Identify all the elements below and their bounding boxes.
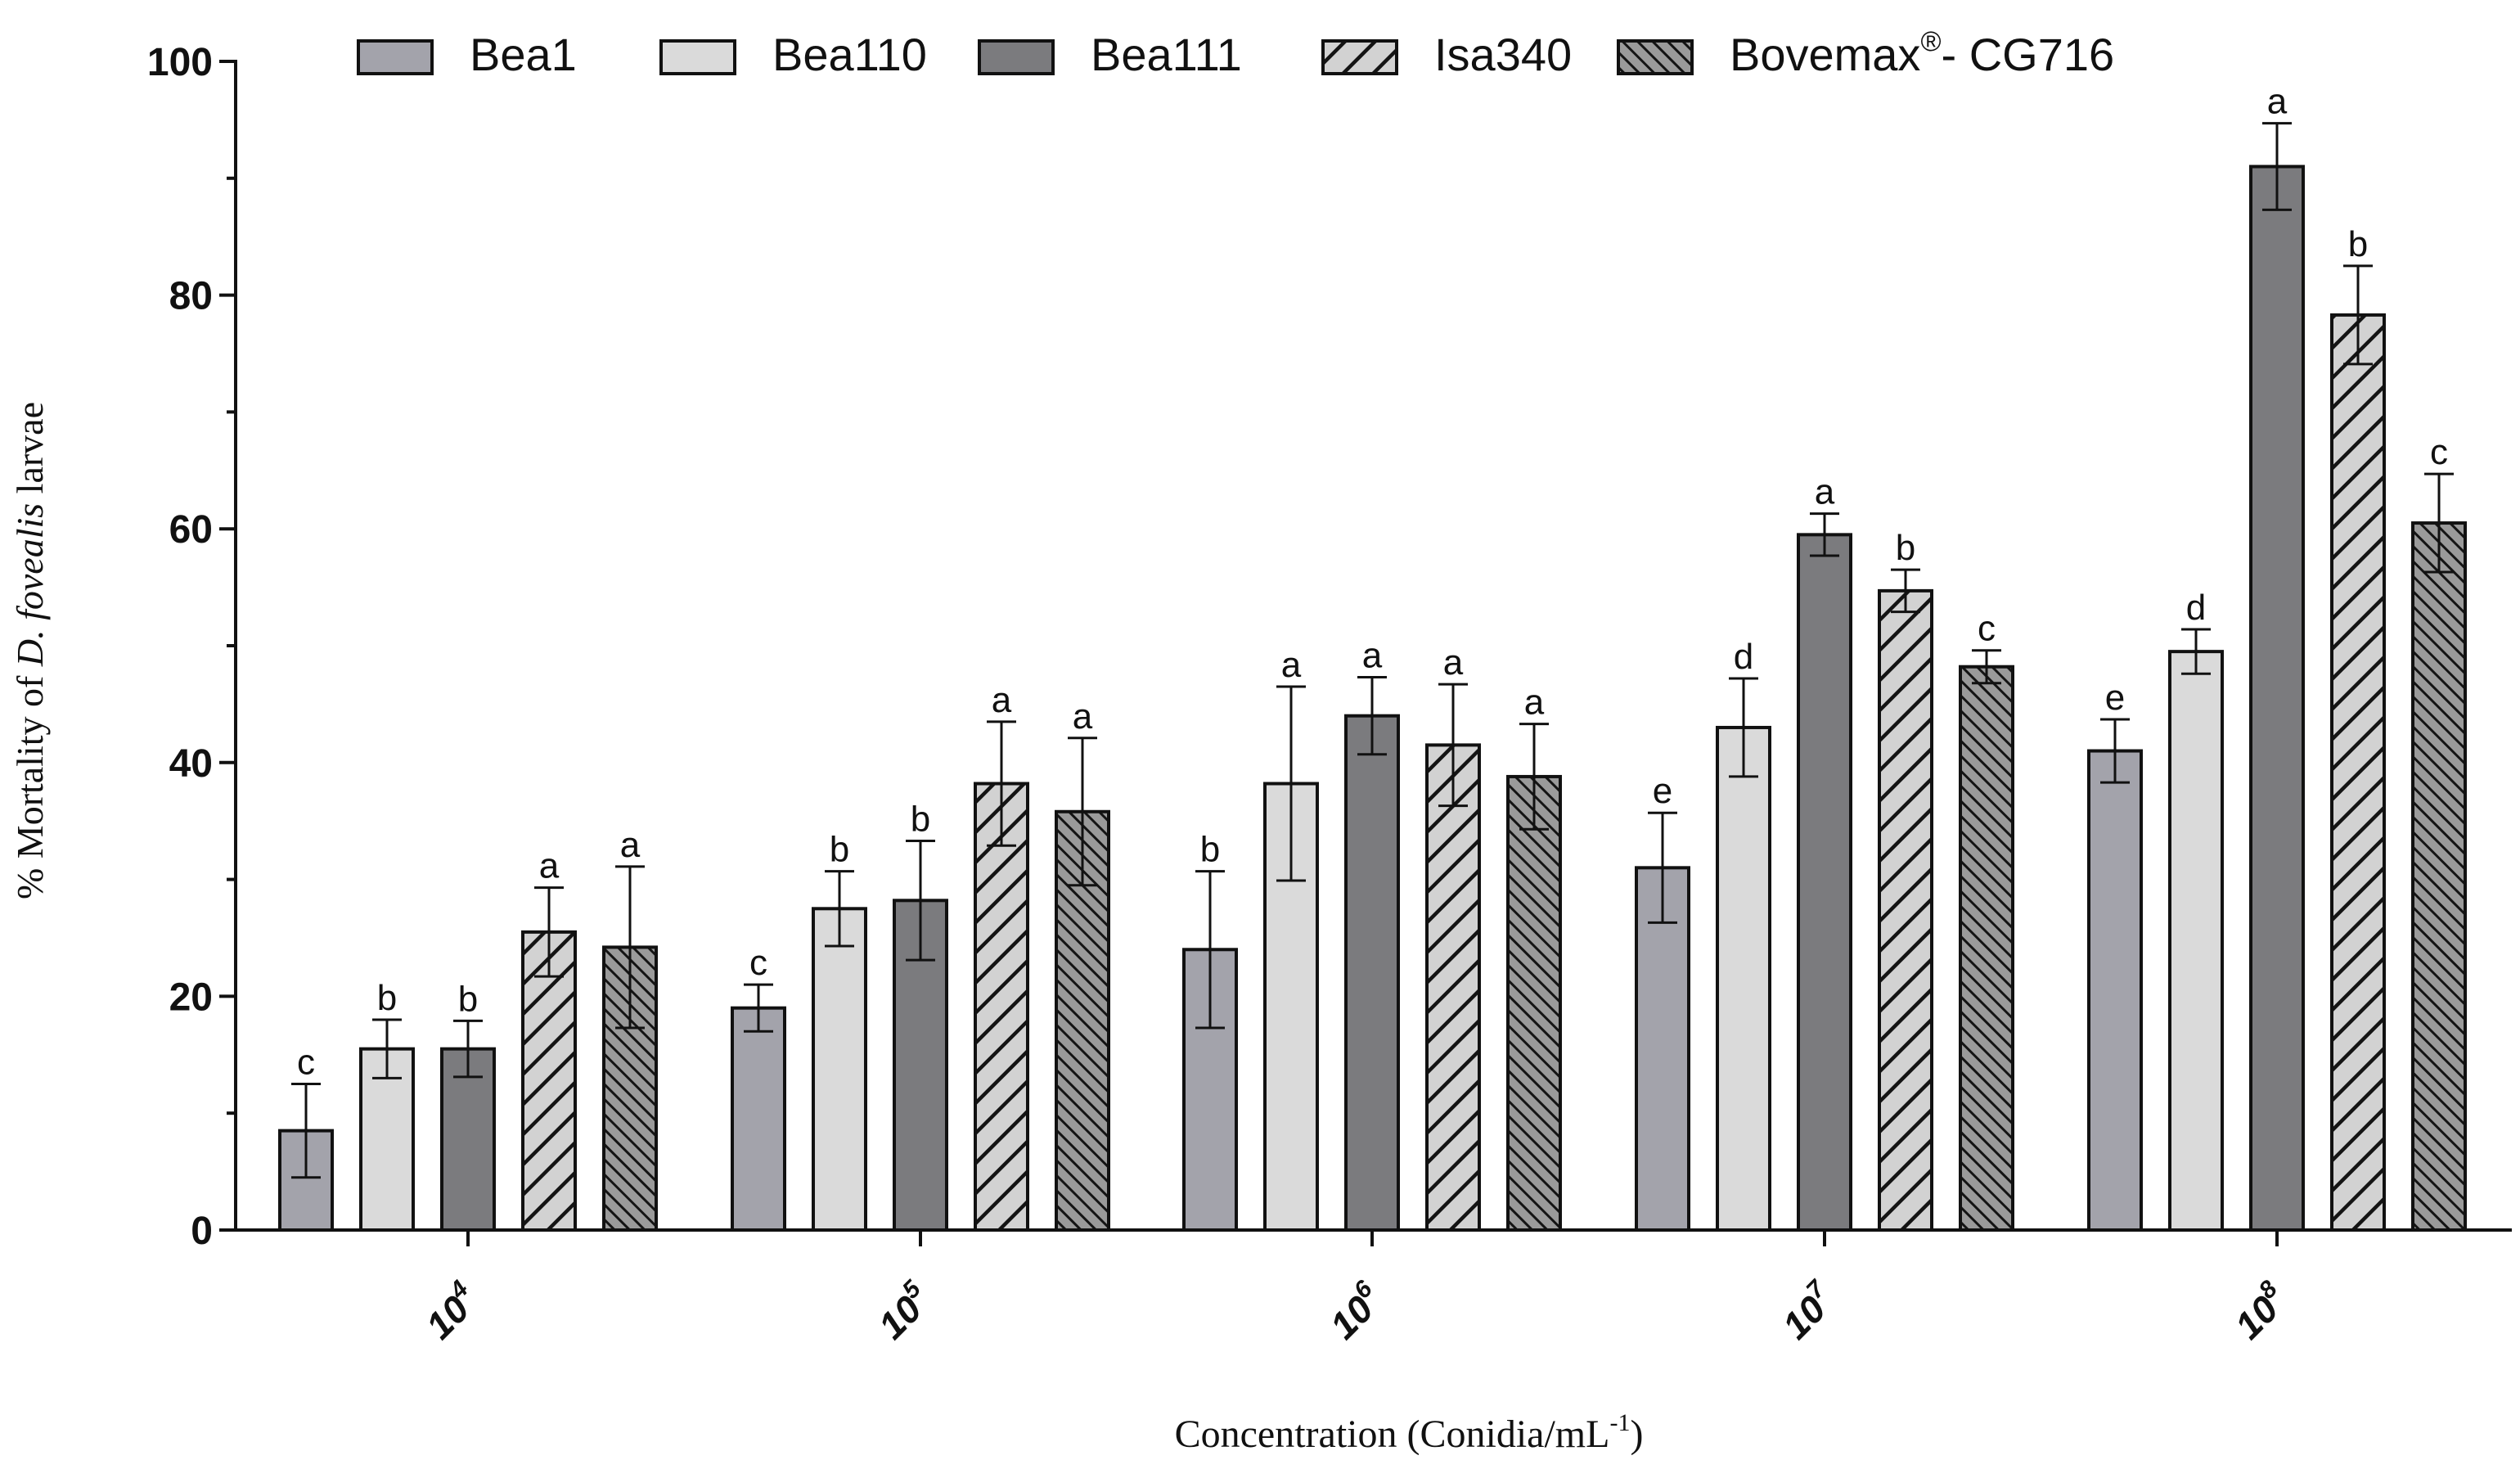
significance-letter: a xyxy=(539,846,560,886)
legend-swatch xyxy=(659,39,736,75)
bar xyxy=(1506,774,1562,1232)
bar xyxy=(440,1047,496,1232)
y-axis: 0 20 40 60 80 100 xyxy=(147,41,237,1253)
x-axis-title-main: Concentration (Conidia/mL xyxy=(1175,1413,1610,1456)
significance-letter: c xyxy=(1978,609,1996,649)
legend-label-sup: ® xyxy=(1920,26,1941,57)
bar xyxy=(974,782,1029,1232)
legend-swatch xyxy=(1321,39,1398,75)
bar xyxy=(2168,650,2224,1232)
bar xyxy=(1878,588,1933,1232)
y-axis-title: % Mortality of D. fovealis larvae xyxy=(9,402,51,899)
legend-label: Bea110 xyxy=(772,29,927,80)
bar xyxy=(2411,521,2467,1232)
significance-letter: b xyxy=(830,830,849,870)
significance-letter: a xyxy=(1443,642,1464,683)
y-tick-label: 20 xyxy=(169,976,213,1019)
significance-letter: b xyxy=(911,799,930,839)
significance-letter: a xyxy=(992,680,1012,720)
legend-swatch xyxy=(978,39,1055,75)
significance-letter: d xyxy=(1734,637,1753,677)
significance-letter: a xyxy=(2267,82,2288,122)
x-tick-label: 105 xyxy=(867,1275,940,1348)
significance-letter: a xyxy=(1815,472,1835,512)
significance-letter: e xyxy=(1653,771,1672,811)
bar xyxy=(2330,313,2386,1232)
legend-swatch xyxy=(357,39,434,75)
x-axis-title-sup: -1 xyxy=(1609,1409,1630,1436)
significance-letter: b xyxy=(458,979,478,1019)
significance-letter: b xyxy=(377,978,397,1018)
bar xyxy=(2249,164,2305,1232)
bars-layer: c b b a a c b b a a b a a a a e d a b c e d a b c xyxy=(278,82,2467,1232)
legend-label: Bea111 xyxy=(1091,29,1242,80)
legend-label-name: Isa340 xyxy=(1434,29,1572,80)
bar xyxy=(1344,714,1400,1232)
bar xyxy=(1797,533,1852,1232)
significance-letter: b xyxy=(1896,528,1915,568)
bar xyxy=(731,1006,786,1232)
y-tick-label: 0 xyxy=(191,1210,213,1253)
significance-letter: a xyxy=(1073,696,1093,737)
legend-label-name: Bea1 xyxy=(470,29,577,80)
significance-letter: a xyxy=(1524,683,1545,723)
bar xyxy=(1635,866,1690,1232)
significance-letter: c xyxy=(297,1043,315,1083)
x-tick-label: 106 xyxy=(1319,1275,1391,1347)
y-axis-title-pre: % Mortality of xyxy=(9,666,51,899)
bar xyxy=(1425,743,1481,1232)
legend-label: Bovemax®- CG716 xyxy=(1730,26,2114,80)
x-axis: 104 105 106 107 108 xyxy=(236,1228,2512,1348)
significance-letter: c xyxy=(749,943,767,983)
legend-label: Isa340 xyxy=(1434,29,1572,80)
x-tick-label: 104 xyxy=(415,1275,487,1347)
bar xyxy=(812,907,867,1232)
bar xyxy=(1716,725,1771,1232)
bar xyxy=(1959,665,2014,1232)
legend-label: Bea1 xyxy=(470,29,577,80)
significance-letter: a xyxy=(1362,636,1383,676)
legend-label-tail: - CG716 xyxy=(1942,29,2115,80)
significance-letter: e xyxy=(2105,678,2125,718)
significance-letter: b xyxy=(1200,830,1220,870)
y-tick-label: 60 xyxy=(169,508,213,552)
bar xyxy=(2087,749,2143,1232)
bar xyxy=(521,930,577,1232)
y-axis-title-post: larvae xyxy=(9,402,51,503)
y-axis-title-species: D. fovealis xyxy=(9,503,51,667)
significance-letter: c xyxy=(2430,432,2448,472)
significance-letter: a xyxy=(1281,645,1302,685)
significance-letter: b xyxy=(2348,224,2368,264)
legend-label-name: Bea111 xyxy=(1091,29,1242,80)
x-tick-label: 107 xyxy=(1771,1275,1844,1348)
legend-label-name: Bovemax xyxy=(1730,29,1920,80)
significance-letter: d xyxy=(2186,588,2206,628)
legend-swatch xyxy=(1617,39,1694,75)
x-tick-label: 108 xyxy=(2224,1275,2296,1347)
x-axis-title-close: ) xyxy=(1630,1413,1643,1456)
x-axis-title: Concentration (Conidia/mL-1) xyxy=(1175,1409,1644,1456)
y-tick-label: 100 xyxy=(147,41,213,84)
legend: Bea1 Bea110 Bea111 Isa340 Bovemax®- CG716 xyxy=(357,26,2114,80)
legend-label-name: Bea110 xyxy=(772,29,927,80)
y-tick-label: 40 xyxy=(169,742,213,786)
y-tick-label: 80 xyxy=(169,275,213,318)
significance-letter: a xyxy=(620,825,641,865)
